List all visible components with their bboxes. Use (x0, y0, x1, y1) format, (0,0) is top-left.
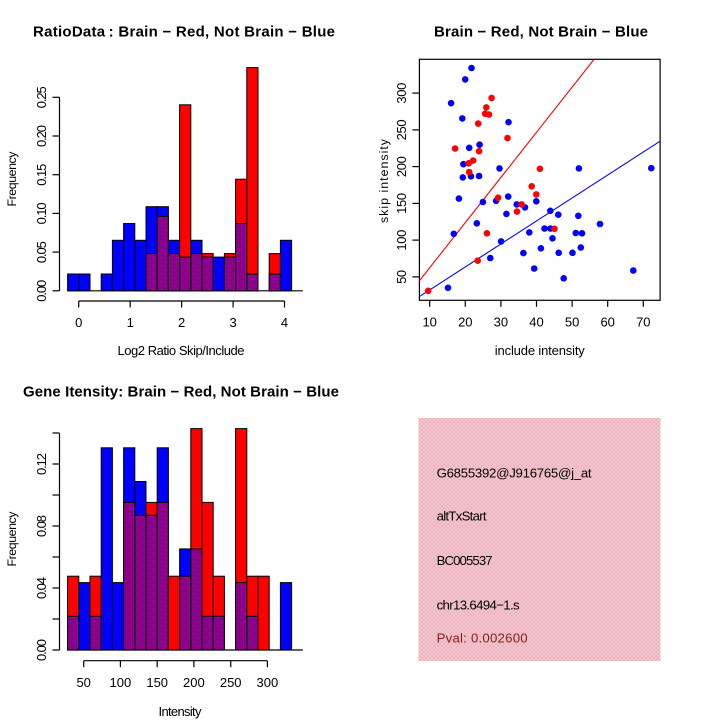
svg-text:300: 300 (394, 83, 409, 104)
svg-text:chr13.6494−1.s: chr13.6494−1.s (437, 597, 520, 612)
svg-text:Frequency: Frequency (5, 511, 19, 567)
svg-text:0: 0 (75, 315, 82, 330)
svg-text:Frequency: Frequency (5, 151, 19, 207)
svg-text:60: 60 (600, 315, 614, 330)
svg-text:Gene Itensity: Brain − Red, No: Gene Itensity: Brain − Red, Not Brain − … (23, 384, 339, 401)
svg-text:0.08: 0.08 (34, 515, 49, 537)
svg-text:include intensity: include intensity (495, 343, 586, 358)
svg-text:1: 1 (127, 315, 134, 330)
svg-text:Pval: 0.002600: Pval: 0.002600 (437, 630, 528, 645)
svg-text:RatioData : Brain − Red, Not B: RatioData : Brain − Red, Not Brain − Blu… (33, 24, 335, 41)
svg-text:40: 40 (529, 315, 543, 330)
svg-text:0.10: 0.10 (34, 202, 49, 224)
svg-text:20: 20 (458, 315, 472, 330)
svg-text:G6855392@J916765@j_at: G6855392@J916765@j_at (437, 466, 592, 481)
svg-text:50: 50 (565, 315, 579, 330)
svg-text:0.00: 0.00 (34, 280, 49, 302)
svg-text:200: 200 (394, 156, 409, 177)
svg-text:Brain − Red, Not Brain − Blue: Brain − Red, Not Brain − Blue (434, 24, 648, 41)
svg-text:0.12: 0.12 (34, 453, 49, 475)
svg-text:2: 2 (178, 315, 185, 330)
svg-text:70: 70 (636, 315, 650, 330)
svg-text:3: 3 (229, 315, 236, 330)
svg-text:150: 150 (146, 675, 168, 690)
svg-text:BC005537: BC005537 (437, 553, 493, 568)
svg-text:0.04: 0.04 (34, 577, 49, 599)
svg-text:250: 250 (220, 675, 242, 690)
svg-text:100: 100 (394, 230, 409, 251)
svg-text:250: 250 (394, 119, 409, 140)
svg-text:300: 300 (257, 675, 279, 690)
svg-text:30: 30 (494, 315, 508, 330)
svg-text:200: 200 (183, 675, 205, 690)
svg-text:10: 10 (422, 315, 436, 330)
svg-text:Intensity: Intensity (159, 704, 203, 719)
svg-text:0.25: 0.25 (34, 86, 49, 108)
svg-text:0.20: 0.20 (34, 125, 49, 147)
svg-text:50: 50 (76, 675, 90, 690)
svg-text:skip intensity: skip intensity (377, 138, 391, 223)
svg-text:0.00: 0.00 (34, 639, 49, 661)
svg-text:150: 150 (394, 193, 409, 214)
svg-text:4: 4 (281, 315, 288, 330)
svg-text:Log2 Ratio Skip/Include: Log2 Ratio Skip/Include (118, 343, 245, 358)
svg-text:100: 100 (110, 675, 132, 690)
svg-text:altTxStart: altTxStart (437, 508, 487, 523)
svg-text:0.05: 0.05 (34, 241, 49, 263)
svg-text:50: 50 (394, 270, 409, 284)
svg-text:0.15: 0.15 (34, 164, 49, 186)
